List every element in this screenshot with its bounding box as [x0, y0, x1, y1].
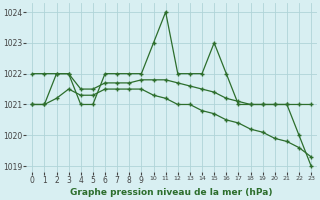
X-axis label: Graphe pression niveau de la mer (hPa): Graphe pression niveau de la mer (hPa) — [70, 188, 273, 197]
